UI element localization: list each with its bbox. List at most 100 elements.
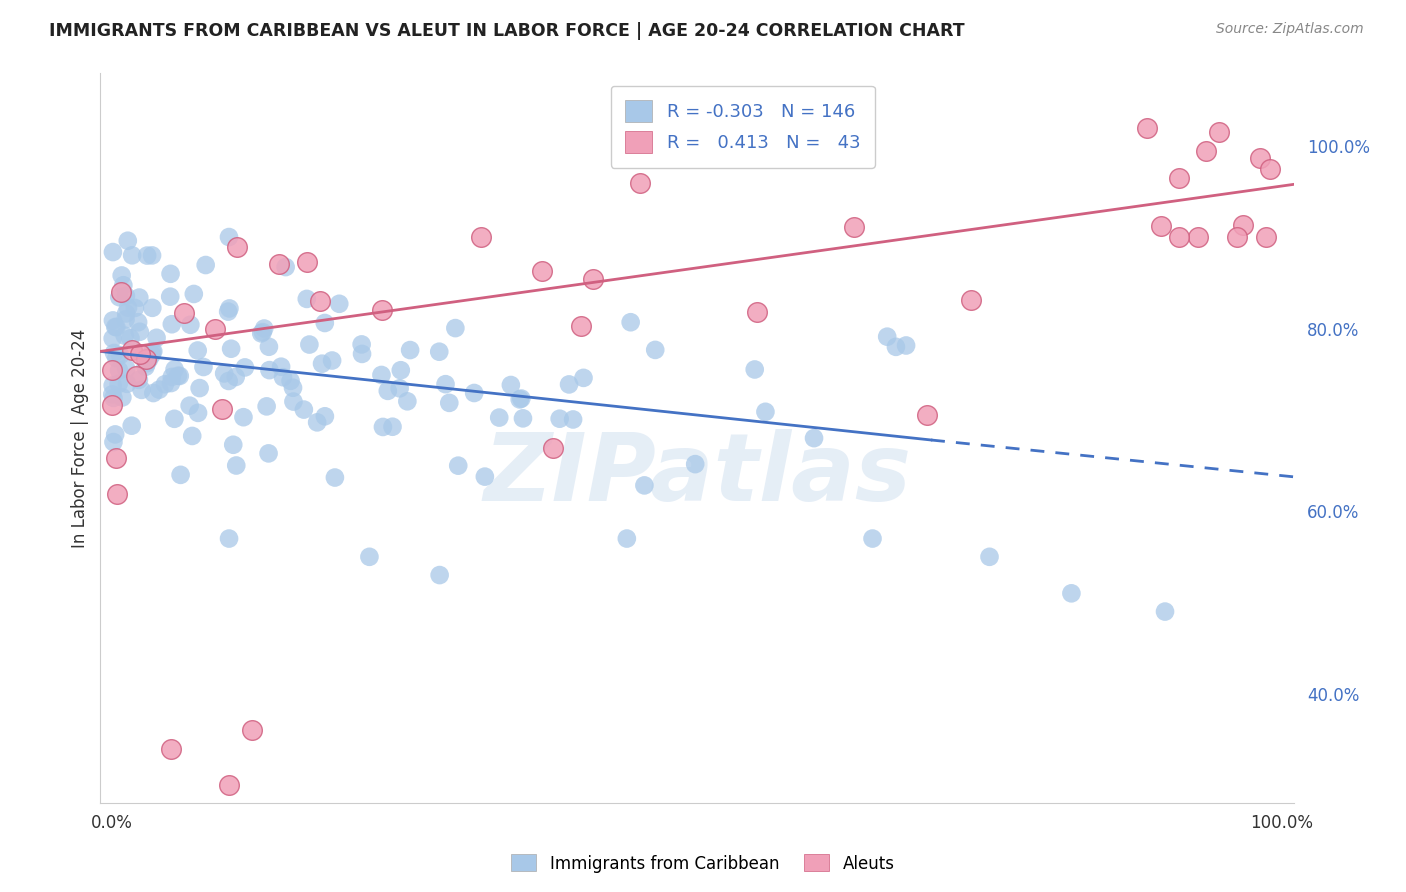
Point — [114, 328, 136, 343]
Point — [283, 394, 305, 409]
Point — [271, 370, 294, 384]
Point — [142, 344, 165, 359]
Point — [252, 325, 274, 339]
Point — [169, 368, 191, 383]
Point — [1208, 125, 1230, 139]
Point — [429, 568, 451, 582]
Point — [1150, 219, 1173, 233]
Point — [104, 427, 127, 442]
Point — [160, 317, 183, 331]
Point — [142, 386, 165, 401]
Point — [108, 348, 131, 362]
Point — [815, 131, 838, 145]
Point — [160, 376, 183, 390]
Point — [257, 446, 280, 460]
Point — [105, 320, 128, 334]
Point — [217, 304, 239, 318]
Point — [159, 290, 181, 304]
Point — [960, 293, 983, 307]
Point — [101, 331, 124, 345]
Point — [295, 292, 318, 306]
Point — [1254, 230, 1277, 244]
Point — [744, 362, 766, 376]
Point — [160, 370, 183, 384]
Point — [233, 360, 256, 375]
Point — [103, 391, 125, 405]
Point — [222, 438, 245, 452]
Point — [569, 318, 592, 333]
Point — [274, 260, 297, 274]
Point — [110, 285, 132, 299]
Point — [101, 313, 124, 327]
Point — [311, 357, 333, 371]
Point — [309, 293, 332, 308]
Point — [396, 394, 419, 409]
Point — [242, 723, 264, 738]
Point — [915, 408, 938, 422]
Point — [399, 343, 422, 357]
Point — [1154, 605, 1177, 619]
Point — [105, 351, 128, 365]
Point — [280, 374, 302, 388]
Point — [572, 371, 595, 385]
Point — [141, 248, 163, 262]
Point — [183, 287, 205, 301]
Point — [298, 337, 321, 351]
Point — [371, 420, 394, 434]
Point — [225, 458, 247, 473]
Point — [218, 301, 240, 316]
Point — [131, 383, 153, 397]
Point — [128, 291, 150, 305]
Point — [173, 306, 195, 320]
Point — [128, 325, 150, 339]
Point — [499, 378, 522, 392]
Point — [269, 257, 291, 271]
Point — [745, 305, 768, 319]
Point — [377, 384, 399, 398]
Point — [253, 321, 276, 335]
Point — [894, 338, 917, 352]
Point — [115, 306, 138, 320]
Point — [876, 329, 898, 343]
Point — [107, 376, 129, 391]
Point — [389, 363, 412, 377]
Point — [488, 410, 510, 425]
Point — [135, 351, 157, 366]
Point — [509, 392, 531, 407]
Point — [1136, 120, 1159, 135]
Point — [104, 320, 127, 334]
Point — [120, 331, 142, 345]
Point — [121, 248, 143, 262]
Point — [1249, 151, 1271, 165]
Point — [169, 467, 191, 482]
Text: Source: ZipAtlas.com: Source: ZipAtlas.com — [1216, 22, 1364, 37]
Point — [257, 340, 280, 354]
Point — [562, 412, 585, 426]
Point — [193, 359, 215, 374]
Point — [111, 268, 134, 283]
Point — [121, 418, 143, 433]
Point — [270, 359, 292, 374]
Point — [226, 240, 249, 254]
Point — [1187, 230, 1209, 244]
Point — [321, 353, 343, 368]
Point — [181, 429, 204, 443]
Point — [101, 378, 124, 392]
Point — [145, 331, 167, 345]
Point — [259, 363, 281, 377]
Point — [1168, 170, 1191, 185]
Point — [979, 549, 1001, 564]
Point — [104, 451, 127, 466]
Point — [281, 381, 304, 395]
Point — [117, 234, 139, 248]
Point — [447, 458, 470, 473]
Point — [862, 532, 884, 546]
Point — [510, 392, 533, 406]
Point — [633, 478, 655, 492]
Point — [117, 301, 139, 315]
Legend: Immigrants from Caribbean, Aleuts: Immigrants from Caribbean, Aleuts — [505, 847, 901, 880]
Point — [474, 469, 496, 483]
Point — [141, 301, 163, 315]
Point — [159, 267, 181, 281]
Point — [463, 386, 485, 401]
